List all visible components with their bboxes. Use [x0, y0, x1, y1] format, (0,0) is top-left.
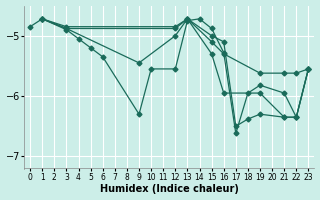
X-axis label: Humidex (Indice chaleur): Humidex (Indice chaleur) [100, 184, 239, 194]
